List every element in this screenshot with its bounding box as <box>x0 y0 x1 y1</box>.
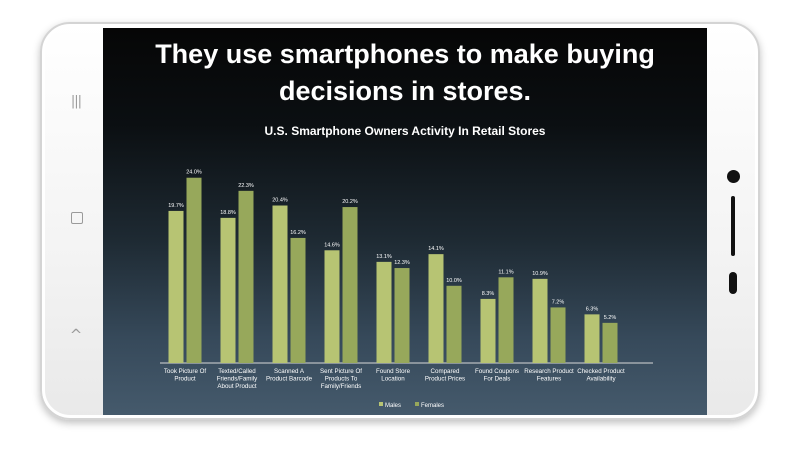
bar-males-7 <box>532 278 548 363</box>
sensor-slot <box>729 272 737 294</box>
bar-males-2 <box>272 205 288 363</box>
category-label-line: Product <box>174 376 196 383</box>
bar-males-6 <box>480 298 496 363</box>
phone-screen: They use smartphones to make buying deci… <box>103 28 707 415</box>
category-label-4: Found Store Location <box>376 368 411 383</box>
bar-females-4 <box>394 268 410 363</box>
data-label-females-0: 24.0% <box>186 170 202 176</box>
bar-females-6 <box>498 277 514 363</box>
data-label-males-8: 6.3% <box>586 306 599 312</box>
camera-icon <box>727 170 740 183</box>
category-label-0: Took Picture Of Product <box>164 368 207 383</box>
category-label-line: About Product <box>217 383 256 390</box>
bar-females-2 <box>290 237 306 363</box>
category-label-8: Checked Product Availability <box>577 368 625 383</box>
bar-females-0 <box>186 177 202 363</box>
bar-females-8 <box>602 322 618 363</box>
category-label-line: Found Coupons <box>475 368 519 375</box>
data-label-females-5: 10.0% <box>446 278 462 284</box>
bar-females-1 <box>238 190 254 363</box>
category-label-line: Sent Picture Of <box>320 368 362 375</box>
legend-swatch-males <box>379 402 383 406</box>
menu-icon[interactable]: ||| <box>70 94 82 109</box>
legend-label-males: Males <box>385 403 401 409</box>
category-label-2: Scanned A Product Barcode <box>266 368 313 383</box>
bar-females-3 <box>342 207 358 363</box>
legend-label-females: Females <box>421 403 444 409</box>
data-label-males-1: 18.8% <box>220 210 236 216</box>
data-label-males-0: 19.7% <box>168 203 184 209</box>
data-label-females-2: 16.2% <box>290 230 306 236</box>
data-label-females-3: 20.2% <box>342 199 358 205</box>
data-label-males-7: 10.9% <box>532 271 548 277</box>
category-label-line: Found Store <box>376 368 411 375</box>
category-label-line: Features <box>537 376 561 383</box>
category-label-line: Product Prices <box>425 376 465 383</box>
back-chevron-icon[interactable]: ^ <box>69 326 83 344</box>
category-label-line: Family/Friends <box>321 383 362 390</box>
category-label-5: Compared Product Prices <box>425 368 465 383</box>
category-label-line: Checked Product <box>577 368 625 375</box>
category-label-line: Availability <box>586 376 616 383</box>
bar-males-8 <box>584 314 600 363</box>
data-label-females-8: 5.2% <box>604 315 617 321</box>
chart-title: U.S. Smartphone Owners Activity In Retai… <box>264 124 546 138</box>
category-label-7: Research Product Features <box>524 368 574 383</box>
data-label-females-6: 11.1% <box>498 269 513 275</box>
data-label-females-4: 12.3% <box>394 260 410 266</box>
home-square-icon[interactable] <box>71 212 83 224</box>
category-label-line: Friends/Family <box>217 376 258 383</box>
legend-swatch-females <box>415 402 419 406</box>
data-label-females-1: 22.3% <box>238 183 254 189</box>
headline-line-1: They use smartphones to make buying <box>155 39 655 69</box>
data-label-males-4: 13.1% <box>376 254 392 260</box>
data-label-males-3: 14.6% <box>324 242 340 248</box>
category-label-1: Texted/Called Friends/Family About Product <box>217 368 258 390</box>
bar-females-7 <box>550 307 566 363</box>
data-label-males-6: 8.3% <box>482 291 495 297</box>
bar-males-4 <box>376 261 392 363</box>
category-label-line: Product Barcode <box>266 376 313 383</box>
bar-males-3 <box>324 250 340 363</box>
bar-males-0 <box>168 210 184 363</box>
speaker-slot <box>731 196 735 256</box>
headline: They use smartphones to make buying deci… <box>103 36 707 110</box>
data-label-males-2: 20.4% <box>272 198 288 204</box>
category-label-3: Sent Picture Of Products To Family/Friends <box>320 368 362 390</box>
data-label-males-5: 14.1% <box>428 246 444 252</box>
category-label-6: Found Coupons For Deals <box>475 368 519 383</box>
bar-males-1 <box>220 217 236 363</box>
data-label-females-7: 7.2% <box>552 299 565 305</box>
bar-chart: 19.7% 24.0% Took Picture Of Product 18.8% 22.… <box>160 170 653 409</box>
category-label-line: Texted/Called <box>218 368 256 375</box>
category-label-line: Location <box>381 376 405 383</box>
headline-line-2: decisions in stores. <box>278 76 532 106</box>
category-label-line: For Deals <box>484 376 511 383</box>
bar-females-5 <box>446 285 462 363</box>
category-label-line: Products To <box>325 376 358 383</box>
category-label-line: Took Picture Of <box>164 368 207 375</box>
category-label-line: Scanned A <box>274 368 305 375</box>
category-label-line: Research Product <box>524 368 574 375</box>
bar-males-5 <box>428 254 444 363</box>
category-label-line: Compared <box>431 368 460 375</box>
